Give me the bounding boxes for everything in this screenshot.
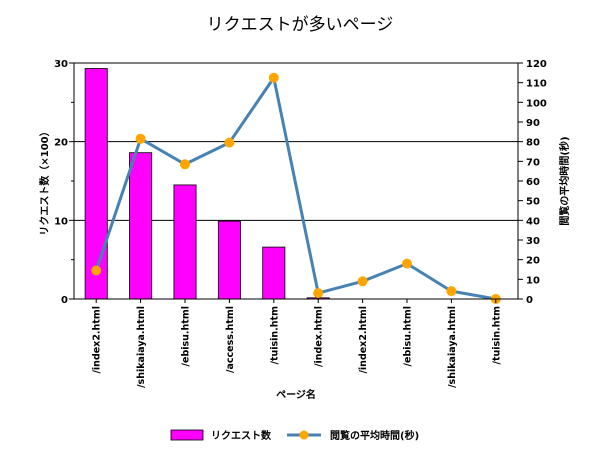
right-tick-label: 0	[526, 295, 533, 306]
bar-series	[84, 68, 330, 300]
data-point	[91, 265, 102, 276]
right-tick-label: 100	[526, 98, 547, 109]
right-tick-label: 50	[526, 197, 540, 208]
bar	[129, 152, 153, 300]
legend: リクエスト数 閲覧の平均時間(秒)	[170, 429, 419, 442]
x-tick-label: /index.html	[314, 306, 325, 367]
right-tick-label: 120	[526, 59, 547, 70]
right-tick-label: 30	[526, 236, 540, 247]
x-tick-label: /tuisin.htm	[491, 306, 502, 365]
legend-bar-label: リクエスト数	[211, 429, 272, 442]
right-tick-label: 60	[526, 177, 540, 188]
x-axis-title: ページ名	[276, 388, 316, 401]
right-tick-label: 10	[526, 275, 540, 286]
data-point	[446, 286, 457, 297]
right-tick-label: 80	[526, 138, 540, 149]
x-tick-label: /index2.html	[358, 306, 369, 374]
series-line	[94, 76, 497, 301]
x-tick-label: /ebisu.html	[403, 306, 414, 366]
data-point	[180, 159, 190, 170]
data-point	[402, 258, 412, 269]
bar	[217, 220, 241, 300]
data-point	[135, 133, 146, 144]
right-tick-label: 90	[526, 118, 540, 129]
legend-line-marker	[299, 430, 309, 440]
left-tick-label: 20	[54, 138, 68, 149]
bar	[173, 184, 197, 300]
x-tick-label: /index2.html	[92, 306, 103, 374]
left-y-axis-title: リクエスト数（×100）	[38, 126, 51, 235]
left-tick-label: 10	[54, 216, 68, 227]
data-point	[224, 137, 235, 148]
left-tick-label: 30	[54, 59, 68, 70]
category-labels: /index2.html/shikaiaya.html/ebisu.html/a…	[92, 306, 503, 388]
axes	[69, 62, 523, 303]
legend-line-label: 閲覧の平均時間(秒)	[330, 429, 419, 442]
right-tick-label: 40	[526, 216, 540, 227]
x-tick-label: /access.html	[225, 306, 236, 373]
tick-labels: 0 10 20 30 0 10 20 30 40 50 60 70 80 90 100 110 120	[54, 59, 547, 306]
data-point	[313, 288, 324, 299]
right-tick-label: 70	[526, 157, 540, 168]
right-y-axis-title: 閲覧の平均時間(秒)	[558, 136, 571, 225]
legend-bar-swatch	[170, 429, 204, 441]
bar	[262, 246, 286, 300]
right-tick-label: 110	[526, 79, 547, 90]
line-series	[91, 72, 501, 304]
x-tick-label: /ebisu.html	[181, 306, 192, 366]
x-tick-label: /shikaiaya.html	[136, 306, 147, 388]
left-tick-label: 0	[61, 295, 68, 306]
right-tick-label: 20	[526, 256, 540, 267]
x-tick-label: /shikaiaya.html	[447, 306, 458, 388]
x-tick-label: /tuisin.htm	[269, 306, 280, 365]
chart-title: リクエストが多いページ	[207, 15, 394, 35]
bar	[84, 68, 108, 300]
data-point	[268, 72, 279, 83]
data-point	[357, 276, 368, 287]
